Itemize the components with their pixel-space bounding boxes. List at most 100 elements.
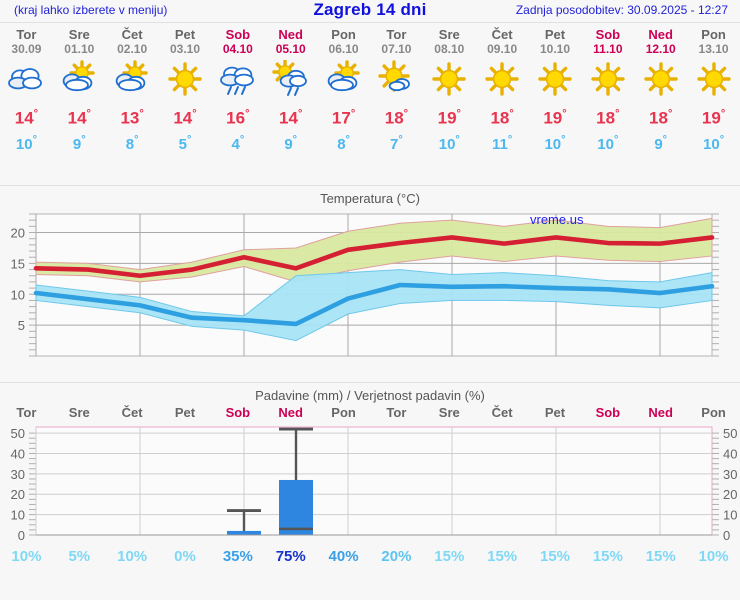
temp-min: 8° [337,133,350,153]
temp-min: 10° [703,133,725,153]
day-name: Sob [225,27,251,42]
day-name: Sob [595,27,621,42]
day-column[interactable]: Pon 13.10 19° 10° [688,23,740,155]
day-date: 13.10 [698,42,729,56]
day-name: Tor [386,27,407,42]
temp-min: 11° [492,133,513,153]
temp-max: 14° [67,108,91,128]
day-name: Pon [331,27,356,42]
temperature-plot: 5 10 15 20 [11,213,719,357]
sunny-icon [159,60,211,100]
page-header: (kraj lahko izberete v meniju) Zagreb 14… [0,0,740,22]
svg-text:0: 0 [18,528,25,543]
day-date: 12.10 [645,42,676,56]
day-date: 30.09 [11,42,42,56]
sunny-icon [476,60,528,100]
svg-text:40: 40 [723,446,737,461]
day-name: Čet [491,27,513,42]
temp-min: 10° [15,133,37,153]
day-column[interactable]: Sre 08.10 19° 10° [423,23,475,155]
day-date: 05.10 [275,42,306,56]
precipitation-probability: 20% [381,548,412,565]
precipitation-day-label: Sob [225,405,251,420]
svg-text:40: 40 [11,446,25,461]
precipitation-day-label: Čet [121,405,143,420]
divider-2 [0,382,740,383]
precipitation-probability: 10% [117,548,148,565]
temp-min: 10° [544,133,566,153]
svg-text:50: 50 [11,426,25,441]
svg-text:10: 10 [11,508,25,523]
precipitation-probability: 75% [275,548,306,565]
day-date: 01.10 [64,42,95,56]
svg-text:30: 30 [723,467,737,482]
day-name: Pet [174,27,196,42]
precipitation-probability: 10% [698,548,729,565]
precipitation-day-label: Čet [491,405,513,420]
day-column[interactable]: Tor 30.09 14° 10° [0,23,52,155]
day-column[interactable]: Sre 01.10 14° 9° [53,23,105,155]
temp-max: 14° [173,108,197,128]
precipitation-day-label: Ned [278,405,303,420]
temp-max: 18° [596,108,620,128]
day-column[interactable]: Ned 05.10 14° 9° [265,23,317,155]
day-name: Sre [438,27,460,42]
day-column[interactable]: Čet 02.10 13° 8° [106,23,158,155]
temp-max: 18° [384,108,409,128]
day-date: 03.10 [169,42,201,56]
svg-text:5: 5 [18,318,25,333]
precipitation-plot: 0 0 10 10 20 20 30 30 40 40 50 50 [11,426,738,543]
day-column[interactable]: Sob 04.10 16° 4° [212,23,264,155]
day-name: Ned [648,27,673,42]
precipitation-probability: 15% [487,548,518,565]
sun-small-cloud-icon [370,60,422,100]
page-title: Zagreb 14 dni [313,0,427,19]
day-column[interactable]: Tor 07.10 18° 7° [370,23,422,155]
temp-max: 18° [490,108,514,128]
svg-text:0: 0 [723,528,730,543]
partly-sunny-icon [318,60,370,100]
temp-min: 7° [390,133,403,153]
temperature-chart: Temperatura (°C) 5 10 15 20 vreme.us [0,186,740,382]
precipitation-day-label: Sob [595,405,621,420]
temp-max: 19° [543,108,567,128]
precipitation-probability: 10% [11,548,42,565]
precipitation-day-labels: Tor Sre Čet Pet Sob Ned Pon Tor Sre Čet Pet Sob Ned P… [0,405,740,423]
precipitation-probability: 35% [222,548,253,565]
day-column[interactable]: Pet 10.10 19° 10° [529,23,581,155]
day-name: Sre [68,27,90,42]
day-column[interactable]: Čet 09.10 18° 11° [476,23,528,155]
day-column[interactable]: Pet 03.10 14° 5° [159,23,211,155]
day-name: Čet [121,27,143,42]
location-hint: (kraj lahko izberete v meniju) [14,3,168,17]
precipitation-day-label: Sre [68,405,90,420]
temp-max: 19° [701,108,726,128]
precipitation-probability: 15% [434,548,465,565]
temp-min: 9° [72,133,86,153]
precipitation-probability: 40% [328,548,359,565]
precipitation-day-label: Tor [386,405,407,420]
precipitation-day-label: Tor [16,405,37,420]
temp-max: 18° [649,108,673,128]
day-column[interactable]: Sob 11.10 18° 10° [582,23,634,155]
day-column[interactable]: Pon 06.10 17° 8° [318,23,370,155]
day-date: 08.10 [434,42,465,56]
sunny-icon [582,60,634,100]
temp-min: 5° [178,133,192,153]
svg-text:50: 50 [723,426,737,441]
day-name: Tor [16,27,37,42]
temp-min: 8° [125,133,139,153]
rain-icon [212,60,264,100]
precipitation-day-label: Sre [438,405,460,420]
temp-max: 19° [437,108,461,128]
sunny-icon [529,60,581,100]
cloudy-icon [0,60,52,100]
svg-text:10: 10 [11,287,25,302]
precipitation-probability-row: 10% 5% 10% 0% 35% 75% 40% 20% 15% 15% 15% 15% 15% 10% [0,548,740,568]
temperature-chart-title: Temperatura (°C) [320,191,420,206]
precipitation-chart: Padavine (mm) / Verjetnost padavin (%) T… [0,383,740,568]
partly-sunny-icon [106,60,158,100]
day-column[interactable]: Ned 12.10 18° 9° [635,23,687,155]
temp-max: 14° [279,108,303,128]
day-name: Pet [544,27,566,42]
